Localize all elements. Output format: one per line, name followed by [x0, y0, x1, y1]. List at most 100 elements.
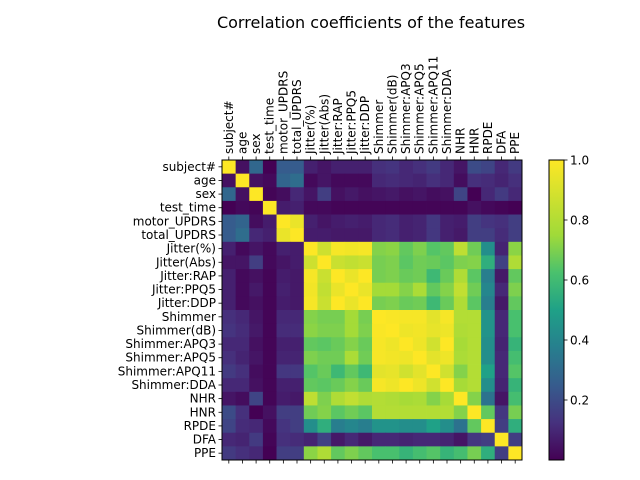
heatmap-cell: [344, 296, 359, 311]
heatmap-cell: [249, 446, 264, 461]
heatmap-cell: [467, 269, 482, 284]
heatmap-cell: [344, 405, 359, 420]
heatmap-cell: [262, 391, 277, 406]
heatmap-cell: [235, 241, 250, 256]
heatmap-cell: [440, 446, 455, 461]
heatmap-cell: [481, 160, 496, 175]
heatmap-cell: [303, 432, 318, 447]
heatmap-cell: [494, 419, 509, 434]
heatmap-cell: [412, 446, 427, 461]
heatmap-cell: [453, 419, 468, 434]
heatmap-cell: [385, 214, 400, 229]
heatmap-cell: [399, 214, 414, 229]
heatmap-cell: [399, 187, 414, 202]
heatmap-cell: [358, 432, 373, 447]
heatmap-cell: [494, 228, 509, 243]
heatmap-cell: [467, 310, 482, 325]
heatmap-cell: [440, 173, 455, 188]
heatmap-cell: [508, 214, 523, 229]
heatmap-cell: [440, 391, 455, 406]
heatmap-cell: [399, 282, 414, 297]
heatmap-cell: [262, 446, 277, 461]
heatmap-cell: [440, 310, 455, 325]
heatmap-cell: [344, 173, 359, 188]
heatmap-cell: [276, 187, 291, 202]
heatmap-cell: [290, 228, 305, 243]
heatmap-cell: [399, 391, 414, 406]
heatmap-cell: [290, 160, 305, 175]
heatmap-cell: [222, 200, 237, 215]
y-tick-label: Shimmer:DDA: [131, 378, 216, 392]
heatmap-cell: [222, 378, 237, 393]
heatmap-cell: [290, 214, 305, 229]
heatmap-cell: [412, 228, 427, 243]
x-tick-label: subject#: [222, 100, 236, 154]
y-tick-label: subject#: [162, 160, 216, 174]
y-tick-label: Jitter:PPQ5: [151, 283, 216, 297]
y-tick-label: test_time: [160, 201, 216, 215]
heatmap-cell: [467, 405, 482, 420]
heatmap-cell: [467, 391, 482, 406]
y-tick-label: DFA: [193, 433, 217, 447]
heatmap-cell: [467, 296, 482, 311]
heatmap-cell: [317, 255, 332, 270]
heatmap-cell: [290, 296, 305, 311]
heatmap-cell: [426, 337, 441, 352]
heatmap-cell: [358, 269, 373, 284]
heatmap-cell: [453, 323, 468, 338]
heatmap-cell: [481, 241, 496, 256]
heatmap-cell: [290, 405, 305, 420]
heatmap-cell: [481, 446, 496, 461]
heatmap-cell: [276, 405, 291, 420]
heatmap-cell: [481, 337, 496, 352]
heatmap-cell: [453, 391, 468, 406]
heatmap-cell: [303, 419, 318, 434]
y-axis-ticks: subject#agesextest_timemotor_UPDRStotal_…: [118, 160, 222, 460]
heatmap-cell: [494, 405, 509, 420]
heatmap-cell: [494, 378, 509, 393]
heatmap-cell: [222, 187, 237, 202]
heatmap-cell: [412, 173, 427, 188]
heatmap-cell: [481, 282, 496, 297]
heatmap-cell: [385, 378, 400, 393]
heatmap-cell: [385, 419, 400, 434]
heatmap-cell: [494, 160, 509, 175]
heatmap-cell: [262, 214, 277, 229]
heatmap-cell: [426, 364, 441, 379]
heatmap-cell: [358, 255, 373, 270]
x-tick-label: DFA: [495, 130, 509, 154]
heatmap-cell: [331, 432, 346, 447]
heatmap-cell: [303, 391, 318, 406]
heatmap-cell: [317, 323, 332, 338]
heatmap-cell: [222, 241, 237, 256]
heatmap-cell: [358, 391, 373, 406]
heatmap-cell: [290, 337, 305, 352]
heatmap-cell: [222, 391, 237, 406]
heatmap-cell: [385, 432, 400, 447]
x-tick-label: Jitter(Abs): [317, 94, 331, 155]
heatmap-cell: [262, 419, 277, 434]
colorbar-tick-label: 0.8: [570, 214, 589, 228]
heatmap-cell: [344, 446, 359, 461]
heatmap-cell: [453, 378, 468, 393]
heatmap-cell: [508, 282, 523, 297]
heatmap-cell: [385, 160, 400, 175]
heatmap-cell: [481, 187, 496, 202]
heatmap-cell: [276, 432, 291, 447]
heatmap-cell: [249, 160, 264, 175]
heatmap-cell: [331, 187, 346, 202]
heatmap-cell: [508, 160, 523, 175]
heatmap-cell: [358, 419, 373, 434]
heatmap-cell: [331, 364, 346, 379]
heatmap-cell: [453, 350, 468, 365]
heatmap-cell: [303, 350, 318, 365]
y-tick-label: Jitter(%): [166, 242, 216, 256]
heatmap-cell: [467, 282, 482, 297]
heatmap-cell: [440, 323, 455, 338]
heatmap-cell: [262, 323, 277, 338]
heatmap-cell: [303, 378, 318, 393]
heatmap-cell: [344, 337, 359, 352]
heatmap-cell: [412, 323, 427, 338]
heatmap-cell: [303, 255, 318, 270]
heatmap-cell: [249, 269, 264, 284]
